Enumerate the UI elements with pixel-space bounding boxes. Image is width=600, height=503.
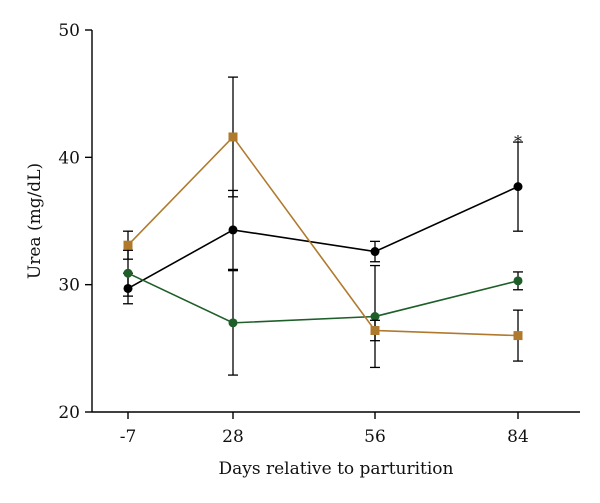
data-point (228, 132, 238, 142)
series-2 (123, 249, 523, 376)
data-point (123, 240, 133, 250)
data-point (370, 326, 380, 336)
x-tick-label: 28 (222, 427, 244, 447)
data-point (513, 331, 523, 341)
data-point (513, 182, 523, 192)
data-point (228, 318, 238, 328)
y-tick-label: 50 (58, 21, 80, 41)
data-point (370, 312, 380, 321)
axes: 20 30 40 50 -7 28 56 84 (58, 21, 580, 447)
series-3 (123, 76, 523, 362)
x-tick-label: 84 (507, 427, 529, 447)
x-tick-label: 56 (364, 427, 386, 447)
significance-marker: * (514, 132, 522, 151)
data-point (123, 268, 133, 278)
x-tick-label: -7 (120, 427, 137, 447)
y-tick-label: 20 (58, 403, 80, 423)
series-line (127, 135, 519, 337)
data-point (370, 247, 380, 257)
series-1 (123, 141, 523, 305)
y-tick-label: 30 (58, 276, 80, 296)
series-line (127, 185, 519, 290)
x-axis-title: Days relative to parturition (218, 459, 453, 479)
y-axis-title: Urea (mg/dL) (25, 163, 45, 279)
plot-marks: * (123, 76, 523, 376)
series-line (127, 272, 519, 324)
data-point (228, 225, 238, 235)
data-point (513, 276, 523, 286)
y-tick-label: 40 (58, 148, 80, 168)
